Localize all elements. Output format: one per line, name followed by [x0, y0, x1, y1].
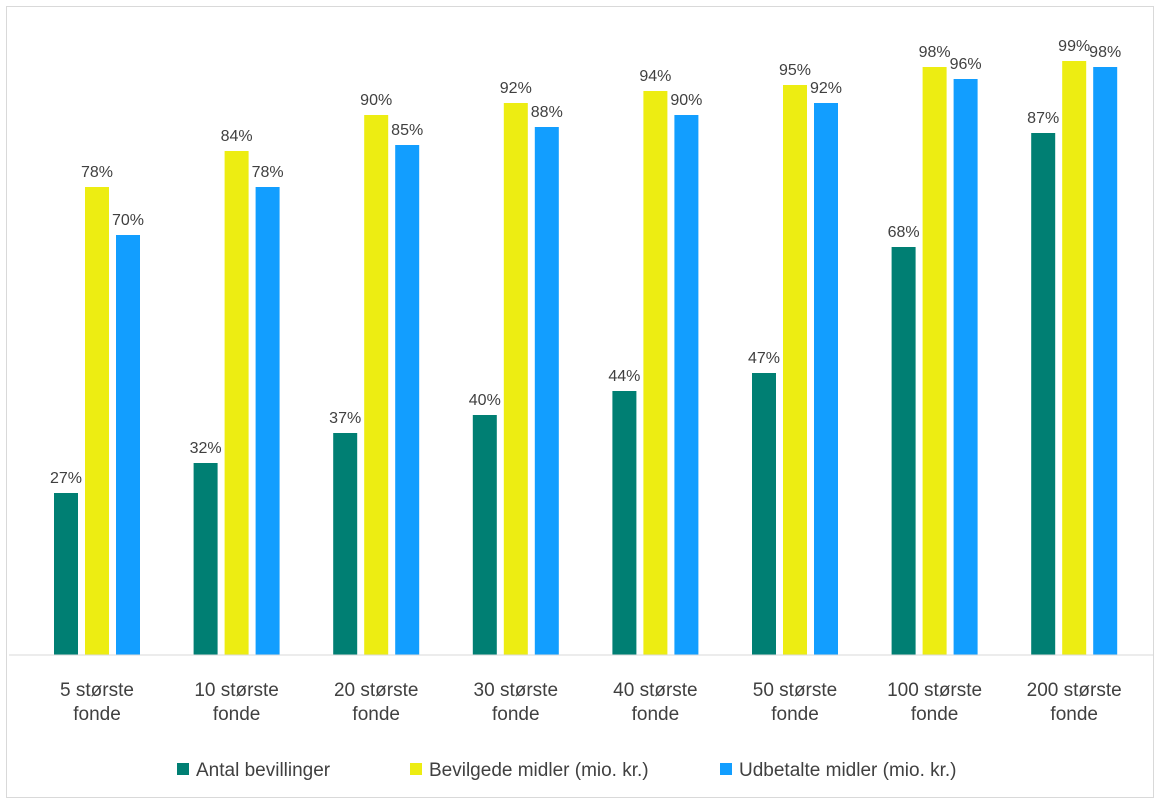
legend: Antal bevillinger Bevilgede midler (mio. … [177, 760, 957, 781]
category-label-line: fonde [213, 704, 261, 725]
category-label-8: 200 største fonde [1027, 680, 1122, 725]
data-label-series-2-2: 84% [221, 128, 253, 145]
category-label-6: 50 største fonde [753, 680, 837, 725]
category-label-line: 40 største [613, 680, 697, 701]
data-label-series-2-3: 90% [360, 92, 392, 109]
bar-series-1-7 [891, 247, 916, 655]
category-label-5: 40 største fonde [613, 680, 697, 725]
category-label-line: 200 største [1027, 680, 1122, 701]
bar-series-3-2 [255, 187, 280, 655]
data-label-series-3-6: 92% [810, 80, 842, 97]
category-label-3: 20 største fonde [334, 680, 418, 725]
bar-series-3-5 [674, 115, 699, 655]
bar-series-2-7 [922, 67, 947, 655]
category-label-line: 10 største [194, 680, 278, 701]
category-label-1: 5 største fonde [60, 680, 134, 725]
legend-label-2: Bevilgede midler (mio. kr.) [429, 760, 649, 781]
category-label-line: fonde [73, 704, 121, 725]
data-label-series-3-8: 98% [1089, 44, 1121, 61]
data-label-series-1-2: 32% [190, 440, 222, 457]
data-label-series-1-3: 37% [329, 410, 361, 427]
legend-swatch-3 [720, 763, 732, 775]
bar-series-1-8 [1031, 133, 1056, 655]
bar-series-1-2 [193, 463, 218, 655]
data-label-series-1-4: 40% [469, 392, 501, 409]
bar-series-3-7 [953, 79, 978, 655]
legend-label-3: Udbetalte midler (mio. kr.) [739, 760, 957, 781]
category-label-line: fonde [1050, 704, 1098, 725]
data-label-series-2-4: 92% [500, 80, 532, 97]
bar-series-1-1 [54, 493, 78, 655]
bar-series-3-8 [1093, 67, 1118, 655]
category-labels-group: 5 største fonde 10 største fonde 20 største f… [60, 680, 1122, 725]
data-label-series-3-3: 85% [391, 122, 423, 139]
bar-series-2-3 [364, 115, 389, 655]
category-label-line: 50 største [753, 680, 837, 701]
category-label-line: 20 største [334, 680, 418, 701]
legend-swatch-1 [177, 763, 189, 775]
bar-series-1-6 [752, 373, 776, 655]
data-label-series-3-5: 90% [670, 92, 702, 109]
data-label-series-1-6: 47% [748, 350, 780, 367]
bar-series-2-6 [783, 85, 807, 655]
category-label-7: 100 største fonde [887, 680, 982, 725]
data-label-series-3-1: 70% [112, 212, 144, 229]
category-label-line: fonde [492, 704, 540, 725]
bar-series-3-6 [814, 103, 838, 655]
category-label-line: fonde [771, 704, 819, 725]
category-label-2: 10 største fonde [194, 680, 278, 725]
data-label-series-2-1: 78% [81, 164, 113, 181]
bar-series-1-5 [612, 391, 637, 655]
data-label-series-2-8: 99% [1058, 38, 1090, 55]
bar-series-3-1 [116, 235, 140, 655]
data-label-series-2-6: 95% [779, 62, 811, 79]
bar-series-3-4 [534, 127, 559, 655]
legend-swatch-2 [410, 763, 422, 775]
bar-series-2-8 [1062, 61, 1087, 655]
category-label-line: fonde [911, 704, 959, 725]
category-label-line: 30 største [474, 680, 558, 701]
data-label-series-3-2: 78% [252, 164, 284, 181]
bar-series-2-5 [643, 91, 668, 655]
bar-series-3-3 [395, 145, 420, 655]
category-label-line: 5 største [60, 680, 134, 701]
legend-label-1: Antal bevillinger [196, 760, 331, 781]
category-label-line: fonde [632, 704, 680, 725]
data-label-series-1-1: 27% [50, 470, 82, 487]
bar-series-1-3 [333, 433, 358, 655]
data-label-series-2-7: 98% [919, 44, 951, 61]
bars-group [54, 61, 1118, 655]
bar-chart: 27% 78% 70% 32% 84% 78% 37% 90% 85% 40% 92% 88% 44% 9… [9, 38, 1153, 781]
bar-series-2-4 [503, 103, 528, 655]
data-label-series-1-8: 87% [1027, 110, 1059, 127]
data-label-series-1-7: 68% [888, 224, 920, 241]
bar-series-1-4 [472, 415, 497, 655]
data-label-series-2-5: 94% [639, 68, 671, 85]
data-label-series-1-5: 44% [608, 368, 640, 385]
bar-series-2-1 [85, 187, 109, 655]
data-label-series-3-4: 88% [531, 104, 563, 121]
value-labels-group: 27% 78% 70% 32% 84% 78% 37% 90% 85% 40% 92% 88% 44% 9… [50, 38, 1121, 487]
category-label-line: fonde [352, 704, 400, 725]
category-label-4: 30 største fonde [474, 680, 558, 725]
data-label-series-3-7: 96% [950, 56, 982, 73]
bar-series-2-2 [224, 151, 249, 655]
chart-frame: 27% 78% 70% 32% 84% 78% 37% 90% 85% 40% 92% 88% 44% 9… [6, 6, 1154, 798]
category-label-line: 100 største [887, 680, 982, 701]
